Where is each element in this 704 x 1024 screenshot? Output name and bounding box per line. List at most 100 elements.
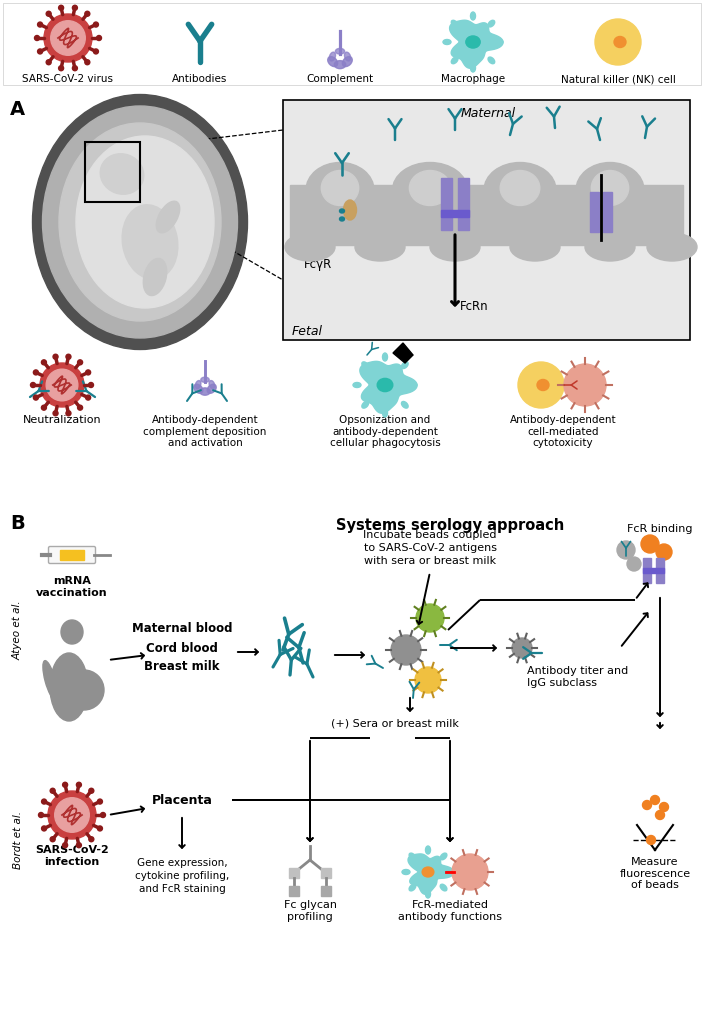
Circle shape: [391, 635, 421, 665]
Ellipse shape: [495, 40, 503, 44]
Circle shape: [46, 59, 51, 65]
Text: Fc glycan
profiling: Fc glycan profiling: [284, 900, 337, 922]
Ellipse shape: [334, 60, 346, 69]
Circle shape: [30, 383, 35, 387]
Ellipse shape: [355, 233, 405, 261]
Circle shape: [77, 782, 82, 787]
Ellipse shape: [306, 163, 374, 217]
Ellipse shape: [425, 890, 431, 898]
Circle shape: [34, 36, 39, 41]
Ellipse shape: [440, 884, 447, 891]
Bar: [458, 178, 469, 230]
Text: SARS-CoV-2
infection: SARS-CoV-2 infection: [35, 845, 109, 866]
Text: Complement: Complement: [306, 74, 374, 84]
Text: Incubate beads coupled
to SARS-CoV-2 antigens
with sera or breast milk: Incubate beads coupled to SARS-CoV-2 ant…: [363, 530, 497, 566]
Ellipse shape: [362, 401, 368, 409]
Circle shape: [646, 836, 655, 845]
Ellipse shape: [451, 57, 458, 63]
Text: Maternal: Maternal: [460, 106, 515, 120]
Circle shape: [101, 812, 106, 817]
Circle shape: [63, 782, 68, 787]
Circle shape: [51, 20, 85, 55]
Bar: [321, 868, 331, 878]
Bar: [85, 142, 140, 202]
Ellipse shape: [402, 869, 410, 874]
Circle shape: [641, 535, 659, 553]
Circle shape: [94, 23, 99, 27]
Bar: [289, 886, 299, 896]
Ellipse shape: [484, 163, 556, 217]
Ellipse shape: [43, 660, 57, 699]
Circle shape: [416, 604, 444, 632]
Bar: [603, 193, 612, 232]
Text: FcR binding: FcR binding: [627, 524, 693, 534]
Text: Opsonization and
antibody-dependent
cellular phagocytosis: Opsonization and antibody-dependent cell…: [329, 415, 441, 449]
Text: Measure
fluorescence
of beads: Measure fluorescence of beads: [620, 857, 691, 890]
Ellipse shape: [647, 233, 697, 261]
Circle shape: [33, 370, 39, 375]
Bar: [60, 550, 84, 560]
Ellipse shape: [488, 20, 495, 27]
Text: FcR-mediated
antibody functions: FcR-mediated antibody functions: [398, 900, 502, 922]
Circle shape: [627, 557, 641, 571]
Circle shape: [97, 826, 102, 830]
Text: Natural killer (NK) cell: Natural killer (NK) cell: [560, 74, 675, 84]
FancyBboxPatch shape: [3, 3, 701, 85]
Ellipse shape: [430, 233, 480, 261]
Bar: [590, 193, 599, 232]
Circle shape: [44, 14, 92, 62]
Circle shape: [512, 638, 532, 658]
Circle shape: [655, 811, 665, 819]
Circle shape: [46, 370, 78, 400]
Circle shape: [660, 803, 669, 811]
Ellipse shape: [382, 409, 387, 417]
Ellipse shape: [614, 37, 626, 47]
Circle shape: [656, 544, 672, 560]
Ellipse shape: [342, 56, 352, 67]
Text: Antibody titer and
IgG subclass: Antibody titer and IgG subclass: [527, 666, 628, 687]
Ellipse shape: [382, 353, 387, 361]
Circle shape: [97, 799, 102, 804]
Text: Macrophage: Macrophage: [441, 74, 505, 84]
Bar: [656, 558, 664, 583]
Bar: [289, 868, 299, 878]
Ellipse shape: [144, 258, 167, 296]
Circle shape: [595, 19, 641, 65]
Ellipse shape: [339, 217, 344, 221]
Ellipse shape: [50, 653, 88, 721]
Ellipse shape: [510, 233, 560, 261]
Ellipse shape: [488, 57, 495, 63]
Circle shape: [564, 364, 606, 406]
Circle shape: [643, 801, 651, 810]
Circle shape: [84, 59, 90, 65]
Text: SARS-CoV-2 virus: SARS-CoV-2 virus: [23, 74, 113, 84]
Circle shape: [94, 49, 99, 54]
Ellipse shape: [42, 106, 237, 338]
Circle shape: [42, 406, 46, 411]
Ellipse shape: [209, 381, 215, 389]
Circle shape: [37, 23, 42, 27]
Ellipse shape: [591, 171, 629, 206]
Circle shape: [617, 541, 635, 559]
Ellipse shape: [401, 361, 408, 369]
Circle shape: [42, 799, 46, 804]
Text: Bordt et al.: Bordt et al.: [13, 811, 23, 869]
Bar: [321, 886, 331, 896]
Ellipse shape: [409, 884, 416, 891]
Ellipse shape: [362, 361, 368, 369]
Ellipse shape: [321, 171, 359, 206]
Circle shape: [77, 359, 82, 365]
Circle shape: [42, 826, 46, 830]
Circle shape: [63, 843, 68, 848]
Ellipse shape: [537, 380, 549, 390]
Circle shape: [86, 395, 91, 400]
Ellipse shape: [339, 209, 344, 213]
Circle shape: [518, 362, 564, 408]
Circle shape: [58, 5, 63, 10]
Polygon shape: [393, 343, 413, 362]
Ellipse shape: [200, 388, 210, 395]
Ellipse shape: [377, 379, 393, 391]
Ellipse shape: [422, 867, 434, 877]
FancyBboxPatch shape: [49, 547, 96, 563]
Ellipse shape: [201, 377, 209, 382]
